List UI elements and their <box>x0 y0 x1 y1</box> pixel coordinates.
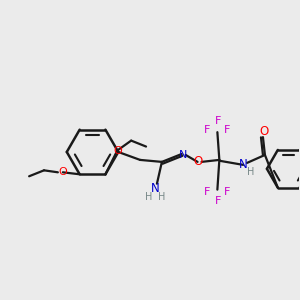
Text: N: N <box>178 150 187 160</box>
Text: N: N <box>151 182 159 195</box>
Text: F: F <box>224 125 230 135</box>
Text: F: F <box>204 125 211 135</box>
Text: O: O <box>259 125 268 138</box>
Text: H: H <box>158 192 166 202</box>
Text: F: F <box>215 196 221 206</box>
Text: O: O <box>58 167 67 177</box>
Text: F: F <box>215 116 221 126</box>
Text: O: O <box>113 146 122 155</box>
Text: F: F <box>204 187 211 196</box>
Text: N: N <box>239 158 248 171</box>
Text: O: O <box>193 155 202 168</box>
Text: H: H <box>248 167 255 177</box>
Text: H: H <box>145 192 153 202</box>
Text: F: F <box>224 187 230 196</box>
